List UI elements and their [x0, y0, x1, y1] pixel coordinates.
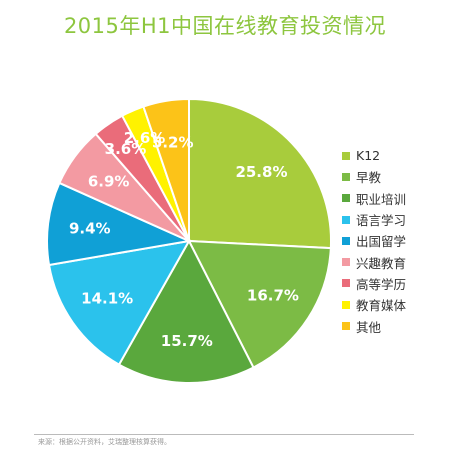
legend-item-4: 出国留学 — [342, 230, 406, 251]
pie-slice-3 — [47, 239, 191, 366]
legend-item-3: 语言学习 — [342, 209, 406, 230]
legend-label-4: 出国留学 — [356, 234, 407, 250]
legend-item-8: 其他 — [342, 315, 406, 336]
legend-label-1: 早教 — [356, 170, 382, 186]
legend-label-6: 高等学历 — [356, 276, 407, 292]
legend-swatch-1 — [342, 172, 350, 181]
slice-label-2: 15.7% — [161, 332, 213, 350]
legend-label-7: 教育媒体 — [356, 298, 407, 314]
pie-slice-0 — [188, 97, 332, 250]
legend-label-0: K12 — [356, 148, 381, 164]
chart-title: 2015年H1中国在线教育投资情况 — [63, 14, 387, 38]
legend-item-0: K12 — [342, 145, 406, 166]
footer-divider — [34, 434, 414, 435]
legend-label-8: 其他 — [356, 319, 382, 335]
legend-swatch-6 — [342, 279, 350, 288]
slice-label-6: 3.6% — [105, 140, 147, 158]
legend-label-5: 兴趣教育 — [356, 255, 407, 271]
slice-label-7: 2.6% — [124, 129, 166, 147]
pie-slice-4 — [46, 181, 193, 267]
legend-swatch-5 — [342, 258, 350, 267]
legend-item-6: 高等学历 — [342, 273, 406, 294]
slice-label-3: 14.1% — [81, 290, 133, 308]
legend-swatch-7 — [342, 300, 350, 309]
slice-label-1: 16.7% — [247, 286, 299, 304]
legend-item-7: 教育媒体 — [342, 294, 406, 315]
slice-label-4: 9.4% — [69, 219, 111, 237]
legend-label-2: 职业培训 — [356, 191, 407, 207]
legend-swatch-0 — [342, 151, 350, 160]
slice-label-8: 5.2% — [152, 133, 194, 151]
legend-item-2: 职业培训 — [342, 188, 406, 209]
legend: K12 早教职业培训语言学习出国留学兴趣教育高等学历教育媒体其他 — [342, 145, 406, 337]
legend-label-3: 语言学习 — [356, 213, 407, 229]
pie-slice-8 — [142, 97, 190, 242]
source-note: 来源：根据公开资料，艾瑞整理核算获得。 — [38, 438, 171, 446]
pie-slice-1 — [187, 239, 332, 369]
legend-swatch-8 — [342, 322, 350, 331]
legend-item-1: 早教 — [342, 166, 406, 187]
slice-label-0: 25.8% — [235, 163, 287, 181]
legend-swatch-3 — [342, 215, 350, 224]
pie-slice-2 — [117, 238, 255, 384]
legend-swatch-4 — [342, 236, 350, 245]
legend-swatch-2 — [342, 194, 350, 203]
legend-item-5: 兴趣教育 — [342, 251, 406, 272]
slice-label-5: 6.9% — [88, 172, 130, 190]
